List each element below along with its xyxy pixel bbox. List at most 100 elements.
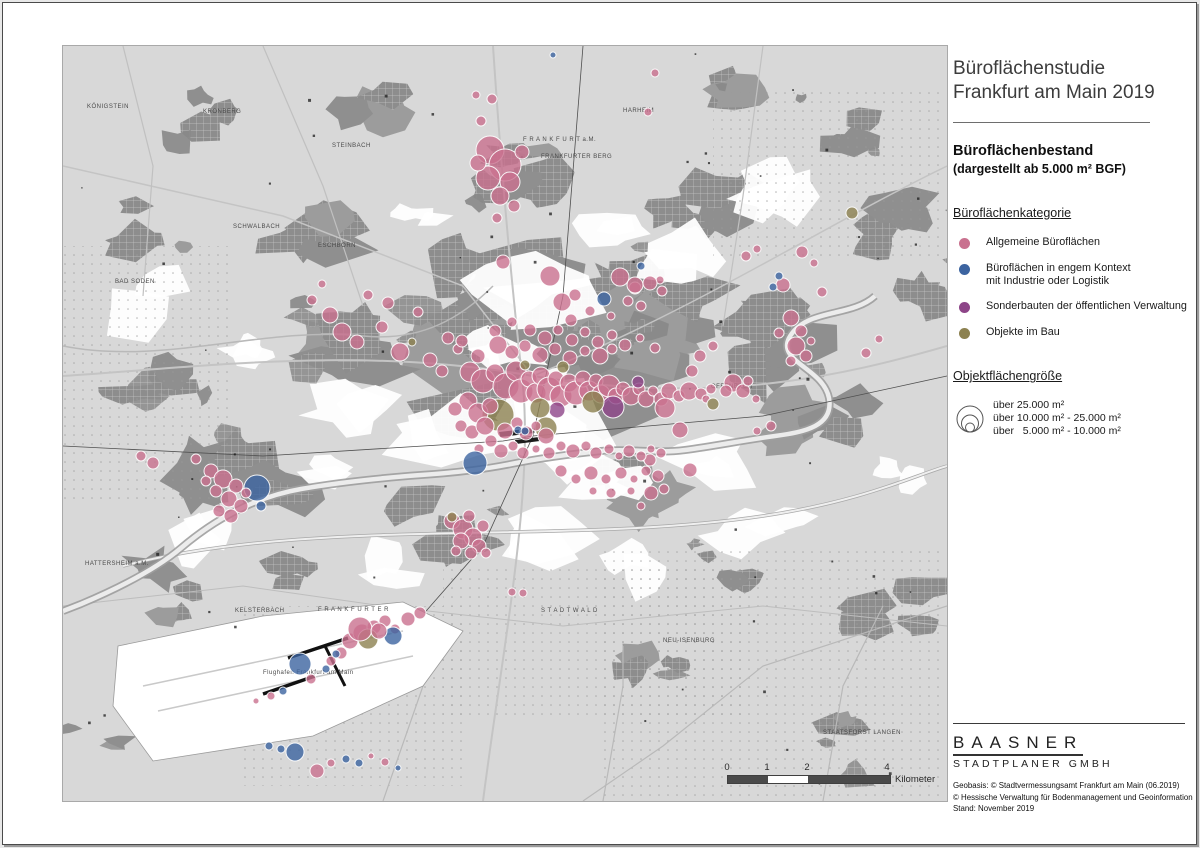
map-point-office-general (518, 588, 528, 598)
map-point-office-general (213, 469, 233, 489)
map-point-office-general (309, 763, 325, 779)
map-point-office-general (542, 446, 556, 460)
map-point-office-general (705, 383, 717, 395)
map-point-office-industry (288, 652, 312, 676)
map-point-office-general (635, 333, 645, 343)
map-point-office-industry (321, 664, 331, 674)
map-point-office-general (671, 421, 689, 439)
map-point-office-general (782, 309, 800, 327)
map-point-office-general (531, 346, 549, 364)
map-point-office-general (514, 144, 530, 160)
map-point-office-general (614, 466, 628, 480)
map-point-office-general (642, 275, 658, 291)
title-divider (953, 121, 1150, 123)
map-point-office-general (591, 335, 605, 349)
map-place-label: KÖNIGSTEIN (87, 103, 129, 110)
map-point-office-general (240, 487, 252, 499)
map-point-office-general (530, 420, 542, 432)
scalebar-tick-label: 1 (764, 762, 770, 773)
map-point-office-general (591, 347, 609, 365)
map-point-office-general (493, 443, 509, 459)
map-point-office-industry (276, 744, 286, 754)
frankfurt-map: KÖNIGSTEIN KRONBERG STEINBACH SCHWALBACH ESC… (63, 46, 947, 801)
map-point-office-general (347, 616, 373, 642)
map-point-office-general (603, 443, 615, 455)
map-point-office-general (412, 306, 424, 318)
credits: Geobasis: © Stadtvermessungsamt Frankfur… (953, 780, 1193, 816)
map-point-office-industry (285, 742, 305, 762)
legend-dot-icon (959, 263, 970, 275)
map-point-public-admin (631, 375, 645, 389)
map-point-office-general (618, 338, 632, 352)
map-point-office-general (266, 691, 276, 701)
size-label: über 25.000 m² (993, 399, 1065, 412)
map-point-office-general (326, 758, 336, 768)
map-point-office-general (765, 420, 777, 432)
map-point-office-general (583, 465, 599, 481)
scalebar-labels: 0 1 2 4 (724, 762, 942, 774)
map-point-under-construction (519, 359, 531, 371)
map-point-office-general (220, 490, 238, 508)
map-point-office-general (481, 397, 499, 415)
map-point-office-general (450, 545, 462, 557)
map-place-label: SCHWALBACH (233, 224, 280, 230)
map-point-office-general (523, 323, 537, 337)
map-point-office-industry (549, 51, 557, 59)
legend-panel: Büroflächenstudie Frankfurt am Main 2019… (953, 51, 1193, 813)
map-point-office-general (588, 486, 598, 496)
legend-item-b: Objekte im Bau (953, 326, 1193, 340)
map-point-office-general (658, 483, 670, 495)
map-point-office-industry (774, 271, 784, 281)
map-point-office-general (751, 394, 761, 404)
object-sizes: über 25.000 m² über 10.000 m² - 25.000 m²… (953, 399, 1193, 437)
map-point-office-general (507, 440, 519, 452)
map-point-office-general (584, 305, 596, 317)
map-point-office-general (212, 504, 226, 518)
map-point-office-general (622, 444, 636, 458)
map-point-office-general (496, 422, 514, 440)
map-point-office-general (422, 352, 438, 368)
map-point-office-general (735, 383, 751, 399)
map-point-under-construction (446, 511, 458, 523)
map-point-office-general (491, 212, 503, 224)
map-point-office-general (539, 265, 561, 287)
map-place-label: STEINBACH (332, 143, 371, 149)
map-point-office-general (499, 171, 521, 193)
size-labels: über 25.000 m² über 10.000 m² - 25.000 m²… (993, 399, 1121, 437)
map-point-office-general (568, 288, 582, 302)
map-point-office-general (786, 336, 806, 356)
map-point-office-general (332, 322, 352, 342)
map-point-office-general (564, 313, 578, 327)
legend-dot-icon (959, 237, 970, 249)
scalebar-segment (728, 776, 768, 783)
map-point-office-general (233, 498, 249, 514)
map-point-office-general (375, 320, 389, 334)
map-point-office-general (504, 344, 520, 360)
map-point-office-general (654, 397, 676, 419)
map-point-office-general (656, 285, 668, 297)
logo-stadtplaner: STADTPLANER GMBH (953, 757, 1113, 770)
categories-heading: Büroflächenkategorie (953, 205, 1072, 220)
map-point-office-industry (462, 450, 488, 476)
map-point-office-general (190, 453, 202, 465)
map-point-office-industry (331, 649, 341, 659)
map-point-office-general (321, 306, 339, 324)
map-point-public-admin (548, 401, 566, 419)
map-point-office-general (809, 258, 819, 268)
map-point-public-admin (601, 395, 625, 419)
map-place-label: KELSTERBACH (235, 608, 285, 614)
map-point-under-construction (529, 397, 551, 419)
legend-label: Objekte im Bau (986, 326, 1060, 339)
map-point-office-general (209, 484, 223, 498)
map-title-line1: Büroflächenstudie (953, 58, 1106, 79)
map-point-office-general (806, 336, 816, 346)
map-point-office-industry (394, 764, 402, 772)
map-point-office-general (626, 276, 644, 294)
map-point-office-general (606, 311, 616, 321)
map-point-under-construction (845, 206, 859, 220)
map-point-office-general (475, 416, 495, 436)
scalebar-unit: Kilometer (895, 774, 936, 785)
map-place-label: KRONBERG (203, 109, 241, 115)
legend-categories: Allgemeine Büroflächen Büroflächen in eng… (953, 236, 1193, 340)
map-point-office-general (610, 267, 630, 287)
